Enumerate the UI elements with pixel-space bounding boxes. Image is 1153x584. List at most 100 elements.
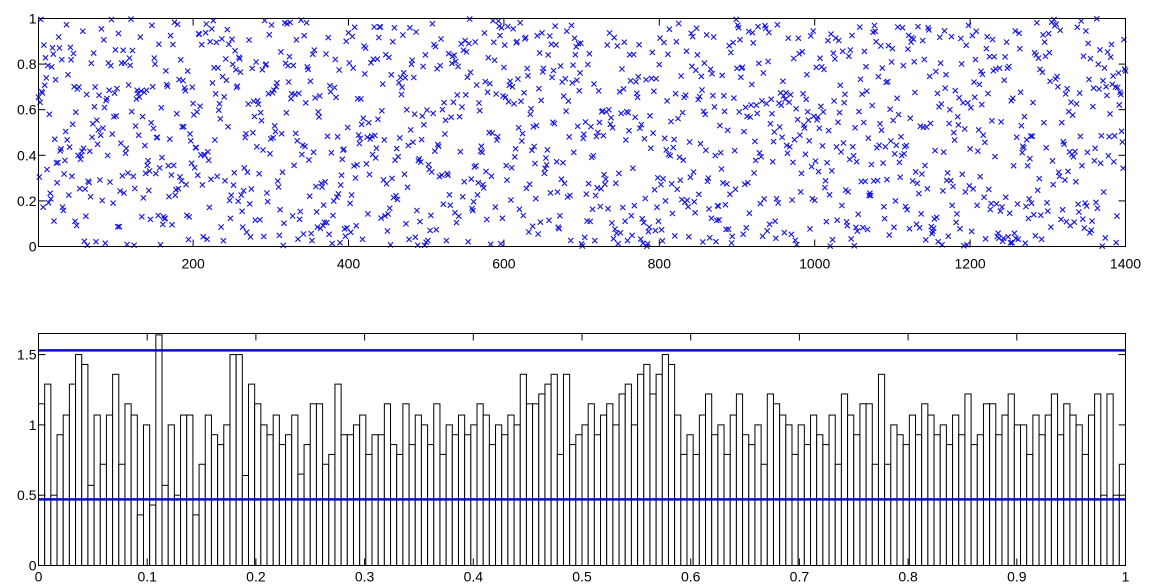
- histogram-bar: [136, 514, 145, 567]
- scatter-point: [190, 100, 197, 107]
- scatter-point: [622, 137, 629, 143]
- scatter-point: [560, 93, 567, 100]
- scatter-point: [256, 216, 263, 223]
- scatter-point: [286, 53, 293, 60]
- scatter-point: [762, 25, 769, 32]
- scatter-point: [1074, 24, 1081, 31]
- scatter-point: [79, 148, 85, 155]
- scatter-point: [1068, 99, 1075, 106]
- scatter-point: [475, 179, 482, 186]
- scatter-point: [984, 33, 991, 40]
- scatter-point: [659, 237, 666, 244]
- scatter-point: [1115, 70, 1122, 76]
- scatter-point: [173, 110, 180, 117]
- x-tick-label: 1400: [1110, 256, 1141, 272]
- scatter-point: [72, 109, 79, 116]
- scatter-point: [967, 104, 974, 111]
- scatter-point: [932, 68, 939, 75]
- scatter-point: [563, 108, 570, 115]
- scatter-point: [101, 104, 108, 111]
- scatter-point: [796, 132, 803, 139]
- scatter-point: [37, 16, 44, 23]
- scatter-point: [936, 34, 943, 41]
- scatter-point: [713, 238, 719, 245]
- scatter-point: [334, 133, 341, 140]
- scatter-point: [249, 129, 256, 136]
- scatter-point: [406, 24, 413, 31]
- scatter-point: [138, 88, 145, 94]
- scatter-point: [512, 145, 519, 152]
- scatter-point: [729, 233, 736, 240]
- scatter-point: [55, 34, 62, 40]
- scatter-point: [1089, 218, 1096, 225]
- scatter-point: [1033, 19, 1040, 26]
- scatter-point: [64, 136, 71, 143]
- histogram-bar: [173, 494, 182, 567]
- scatter-point: [60, 207, 67, 214]
- scatter-point: [351, 162, 357, 169]
- scatter-point: [168, 172, 175, 178]
- scatter-point: [155, 212, 162, 219]
- scatter-point: [1017, 89, 1024, 96]
- scatter-point: [183, 181, 190, 188]
- scatter-point: [868, 161, 875, 168]
- scatter-point: [939, 187, 946, 194]
- scatter-point: [627, 77, 634, 84]
- scatter-point: [514, 38, 521, 45]
- scatter-point: [1044, 208, 1051, 215]
- scatter-point: [720, 179, 726, 186]
- scatter-point: [901, 150, 908, 157]
- scatter-point: [478, 143, 485, 150]
- scatter-point: [49, 44, 56, 51]
- scatter-point: [1025, 215, 1032, 222]
- scatter-point: [787, 91, 794, 98]
- scatter-point: [1014, 201, 1021, 207]
- scatter-point: [826, 191, 833, 198]
- y-tick-label: 0: [29, 558, 37, 574]
- scatter-point: [342, 233, 349, 240]
- scatter-point: [1119, 139, 1126, 145]
- scatter-point: [474, 191, 481, 198]
- scatter-point: [880, 203, 887, 210]
- scatter-point: [115, 30, 122, 37]
- scatter-point: [610, 235, 617, 242]
- scatter-point: [790, 55, 797, 62]
- scatter-point: [476, 100, 482, 106]
- scatter-point: [236, 54, 242, 61]
- scatter-point: [393, 145, 400, 152]
- scatter-point: [621, 39, 628, 46]
- scatter-point: [670, 144, 677, 151]
- scatter-point: [266, 31, 273, 38]
- scatter-point: [840, 140, 847, 146]
- histogram-bar: [612, 424, 620, 567]
- scatter-point: [577, 69, 584, 76]
- scatter-point: [371, 132, 378, 139]
- scatter-point: [1061, 177, 1068, 184]
- scatter-point: [938, 101, 945, 107]
- x-tick-label: 0.5: [572, 569, 592, 584]
- scatter-point: [534, 32, 541, 39]
- scatter-point: [737, 36, 744, 43]
- scatter-point: [268, 22, 275, 28]
- histogram-bar: [1020, 424, 1028, 567]
- scatter-point: [1053, 21, 1060, 28]
- scatter-point: [228, 192, 235, 199]
- scatter-point: [1061, 141, 1068, 148]
- scatter-point: [711, 103, 718, 110]
- histogram-bar: [439, 453, 447, 567]
- scatter-point: [82, 213, 89, 220]
- scatter-point: [197, 103, 204, 110]
- scatter-point: [385, 211, 392, 217]
- scatter-point: [989, 36, 996, 43]
- scatter-point: [541, 170, 548, 177]
- scatter-point: [258, 117, 265, 124]
- histogram-bar: [495, 424, 503, 567]
- scatter-point: [1001, 77, 1008, 84]
- scatter-point: [409, 57, 416, 64]
- scatter-point: [962, 188, 969, 195]
- scatter-point: [398, 91, 405, 98]
- histogram-bar: [420, 424, 429, 567]
- scatter-point: [502, 94, 509, 101]
- scatter-point: [782, 96, 789, 103]
- scatter-point: [128, 16, 134, 23]
